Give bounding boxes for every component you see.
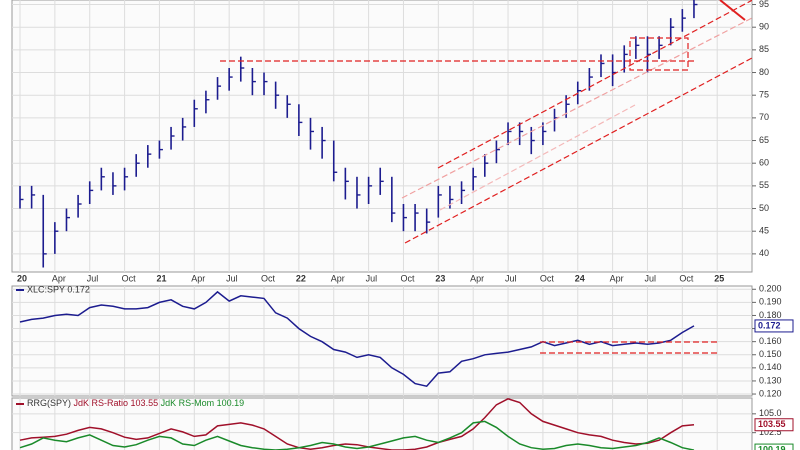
x-tick-label: Apr (191, 273, 205, 283)
series-line (19, 420, 695, 450)
x-tick-label: Oct (122, 273, 137, 283)
plot-area (12, 0, 752, 268)
x-tick-label: 22 (296, 273, 306, 283)
x-tick-label: Jul (366, 273, 378, 283)
trendlines (220, 0, 752, 244)
panel-title: RRG(SPY) JdK RS-Ratio 103.55 JdK RS-Mom … (27, 398, 244, 408)
plot-layer: 20 Apr Jul Oct 21 Apr Jul Oct 22 Apr Jul Oct 23 Apr Ju… (12, 0, 794, 450)
y-tick-label: 60 (759, 158, 769, 168)
series-line (19, 398, 695, 450)
y-tick-label: 75 (759, 90, 769, 100)
y-tick-label: 80 (759, 67, 769, 77)
y-tick-label: 55 (759, 180, 769, 190)
x-tick-label: 23 (435, 273, 445, 283)
value-label: 100.19 (758, 444, 786, 450)
ratio-lines (540, 341, 717, 354)
y-tick-label: 65 (759, 135, 769, 145)
y-tick-label: 70 (759, 112, 769, 122)
y-tick-label: 0.150 (759, 349, 782, 359)
y-tick-label: 0.200 (759, 284, 782, 294)
panel-title: RRG(SPY) (27, 398, 71, 408)
x-tick-label: Jul (505, 273, 517, 283)
y-tick-label: 45 (759, 226, 769, 236)
y-tick-label: 0.190 (759, 297, 782, 307)
value-label: 0.172 (758, 320, 781, 330)
x-tick-label: Apr (610, 273, 624, 283)
value-box (754, 443, 794, 450)
y-tick-label: 0.130 (759, 375, 782, 385)
value-box (754, 319, 794, 333)
x-tick-label: Jul (226, 273, 238, 283)
price-panel (11, 0, 753, 273)
x-tick-label: 20 (17, 273, 27, 283)
x-tick-label: Apr (470, 273, 484, 283)
panel-title: XLC:SPY 0.172 (27, 284, 90, 294)
y-tick-label: 102.5 (759, 427, 782, 437)
x-tick-label: Jul (87, 273, 99, 283)
channel-bottom (404, 57, 752, 244)
value-box (754, 418, 794, 432)
y-tick-label: 0.140 (759, 362, 782, 372)
x-tick-label: 25 (714, 273, 724, 283)
x-tick-label: Oct (261, 273, 276, 283)
plot-area (12, 398, 752, 450)
x-tick-label: Oct (540, 273, 555, 283)
y-tick-label: 40 (759, 248, 769, 258)
y-tick-label: 0.180 (759, 310, 782, 320)
y-tick-label: 50 (759, 203, 769, 213)
x-tick-label: Oct (679, 273, 694, 283)
x-tick-label: Jul (644, 273, 656, 283)
y-tick-label: 0.120 (759, 388, 782, 398)
channel-inner (439, 104, 636, 211)
legend-entry: JdK RS-Ratio 103.55 (74, 398, 159, 408)
rrg-panel (11, 397, 753, 450)
break-line (719, 0, 746, 21)
consolidation-box (629, 37, 689, 71)
x-tick-label: Apr (52, 273, 66, 283)
x-tick-label: Oct (400, 273, 415, 283)
y-tick-label: 85 (759, 44, 769, 54)
ratio-panel (11, 285, 753, 397)
y-tick-label: 95 (759, 0, 769, 9)
x-tick-label: 21 (156, 273, 166, 283)
x-tick-label: 24 (575, 273, 585, 283)
value-label: 103.55 (758, 419, 786, 429)
y-tick-label: 90 (759, 22, 769, 32)
x-tick-label: Apr (331, 273, 345, 283)
y-tick-label: 0.160 (759, 336, 782, 346)
channel-top (437, 0, 752, 169)
legend-entry: JdK RS-Mom 100.19 (161, 398, 245, 408)
y-tick-label: 105.0 (759, 408, 782, 418)
channel-mid (401, 17, 752, 199)
